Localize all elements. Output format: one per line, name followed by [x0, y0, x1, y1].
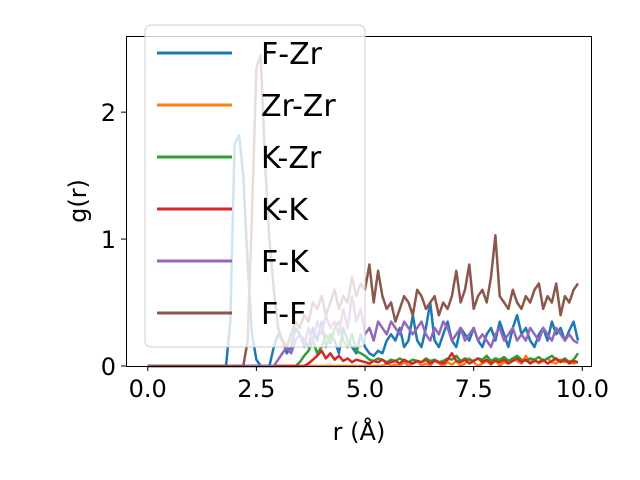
legend-label: F-K	[261, 245, 310, 280]
legend-label: F-Zr	[261, 37, 323, 72]
y-tick-label: 2	[101, 99, 116, 127]
legend-label: K-K	[261, 193, 309, 228]
legend-box	[144, 24, 366, 348]
y-tick-label: 1	[101, 226, 116, 254]
x-axis-label: r (Å)	[333, 417, 386, 446]
y-axis-ticks: 0 1 2	[101, 99, 126, 381]
legend-label: K-Zr	[261, 141, 322, 176]
x-tick-label: 5.0	[346, 375, 384, 403]
x-tick-label: 0.0	[129, 375, 167, 403]
x-tick-label: 2.5	[237, 375, 275, 403]
legend: F-Zr Zr-Zr K-Zr K-K F-K F-F	[144, 24, 366, 348]
x-axis-ticks: 0.0 2.5 5.0 7.5 10.0	[129, 366, 609, 403]
x-tick-label: 7.5	[455, 375, 493, 403]
x-tick-label: 10.0	[556, 375, 609, 403]
y-tick-label: 0	[101, 353, 116, 381]
y-axis-label: g(r)	[64, 179, 92, 223]
legend-label: F-F	[261, 297, 306, 332]
legend-label: Zr-Zr	[261, 89, 336, 124]
